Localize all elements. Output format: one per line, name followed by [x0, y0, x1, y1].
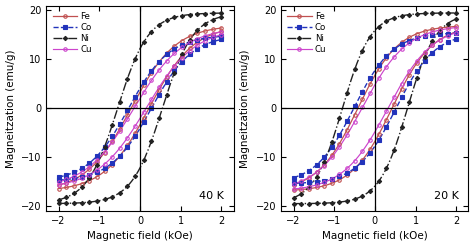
Text: 20 K: 20 K [434, 191, 459, 201]
Y-axis label: Magneitzation (emu/g): Magneitzation (emu/g) [240, 49, 250, 167]
Legend: Fe, Co, Ni, Cu: Fe, Co, Ni, Cu [286, 10, 328, 56]
Text: 40 K: 40 K [199, 191, 224, 201]
Y-axis label: Magneitzation (emu/g): Magneitzation (emu/g) [6, 49, 16, 167]
X-axis label: Magnetic field (kOe): Magnetic field (kOe) [87, 231, 193, 242]
Legend: Fe, Co, Ni, Cu: Fe, Co, Ni, Cu [51, 10, 93, 56]
X-axis label: Magnetic field (kOe): Magnetic field (kOe) [322, 231, 428, 242]
